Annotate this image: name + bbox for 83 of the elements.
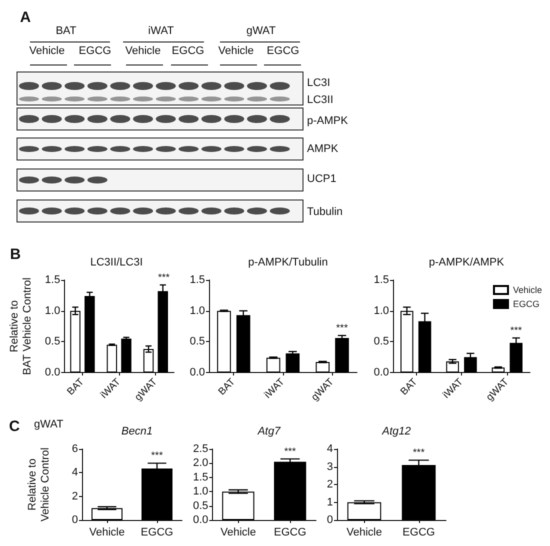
text: Vehicle: [218, 45, 254, 57]
y-tick-label: 1.5: [190, 274, 205, 286]
text: UCP1: [307, 173, 336, 185]
y-tick-label: 1: [326, 496, 333, 508]
bar: [266, 358, 280, 372]
text: gWAT: [34, 418, 64, 430]
text: EGCG: [78, 45, 112, 57]
y-tick-label: 0.5: [374, 336, 389, 348]
chart-title: LC3II/LC3I: [90, 256, 143, 268]
y-tick-label: 1.5: [374, 274, 389, 286]
bar: [84, 296, 95, 372]
y-tick-label: 1.0: [192, 486, 208, 498]
bar: [121, 338, 132, 372]
chart-title: Atg7: [256, 426, 282, 438]
text: LC3II: [307, 94, 334, 106]
y-tick-label: 0.5: [44, 336, 60, 348]
annotation: ***: [158, 272, 170, 284]
chart-title: p-AMPK/Tubulin: [248, 256, 328, 268]
text: AMPK: [307, 143, 338, 155]
bar: [464, 357, 477, 372]
y-tick-label: 1.0: [374, 304, 389, 317]
text: Vehicle: [125, 45, 161, 57]
bar: [400, 310, 414, 372]
y-tick-label: 4: [72, 466, 78, 479]
text: A: [20, 9, 31, 26]
y-tick-label: 1.0: [190, 304, 205, 317]
y-tick-label: 2: [72, 490, 78, 502]
bar: [335, 338, 349, 372]
y-tick-label: 0.0: [192, 514, 208, 526]
y-tick-label: 0.0: [374, 366, 389, 378]
x-tick-label: EGCG: [402, 526, 435, 538]
y-tick-label: 0.0: [44, 366, 60, 378]
bar: [286, 353, 300, 372]
x-tick-label: Vehicle: [346, 526, 382, 538]
y-tick-label: 0.5: [192, 500, 208, 512]
y-axis-title: Relative to Vehicle Control: [26, 448, 52, 522]
y-tick-label: 2.0: [192, 457, 208, 470]
y-tick-label: 2: [326, 478, 333, 490]
text: gWAT: [246, 25, 276, 37]
y-tick-label: 1.5: [192, 471, 208, 484]
y-tick-label: 1.0: [44, 304, 60, 317]
y-axis-title: Relative to BAT Vehicle Control: [8, 278, 34, 375]
y-tick-label: 0: [72, 514, 78, 526]
y-tick-label: 3: [326, 460, 333, 473]
text: p-AMPK: [307, 115, 348, 127]
y-tick-label: 6: [72, 443, 78, 455]
bar: [106, 344, 118, 372]
chart-title: p-AMPK/AMPK: [428, 256, 505, 268]
x-tick-label: EGCG: [140, 526, 174, 538]
text: Tubulin: [307, 206, 343, 218]
text: EGCG: [266, 45, 300, 57]
bar: [217, 310, 231, 372]
bar: [143, 349, 154, 372]
text: C: [9, 418, 20, 435]
y-tick-label: 4: [326, 443, 333, 455]
y-tick-label: 0.5: [190, 336, 205, 348]
annotation: ***: [336, 322, 348, 334]
legend-label: Vehicle: [512, 285, 542, 295]
legend-label: EGCG: [512, 299, 540, 309]
bar: [70, 310, 80, 372]
text: iWAT: [148, 25, 174, 37]
text: Vehicle: [29, 45, 65, 57]
y-tick-label: 0.0: [190, 366, 205, 378]
text: BAT: [56, 25, 76, 37]
y-tick-label: 0: [326, 514, 333, 526]
bar: [446, 361, 459, 372]
text: LC3I: [307, 77, 330, 89]
annotation: ***: [510, 325, 522, 336]
x-tick-label: Vehicle: [220, 526, 256, 538]
x-tick-label: EGCG: [274, 526, 306, 538]
bar: [236, 315, 250, 372]
chart-title: Atg12: [381, 426, 411, 438]
text: B: [10, 246, 21, 263]
annotation: ***: [284, 446, 296, 458]
y-tick-label: 2.5: [192, 443, 208, 455]
annotation: ***: [412, 448, 425, 459]
x-tick-label: Vehicle: [89, 526, 125, 538]
annotation: ***: [151, 450, 163, 462]
text: EGCG: [172, 45, 204, 57]
bar: [510, 342, 523, 372]
chart-title: Becn1: [121, 426, 153, 438]
bar: [316, 362, 330, 372]
y-tick-label: 1.5: [44, 274, 60, 286]
